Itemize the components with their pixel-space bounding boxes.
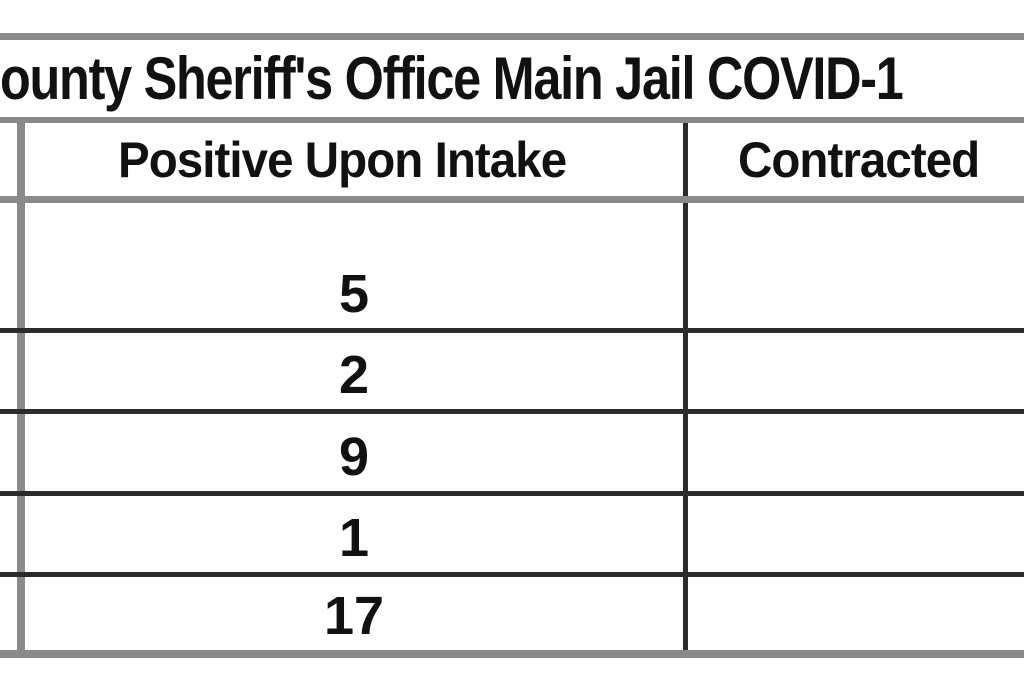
left-column-divider	[17, 496, 25, 572]
cell-positive-count: 9	[25, 414, 683, 491]
cutoff-left-cell	[0, 203, 17, 328]
table-row: 17	[0, 577, 1024, 650]
table-title: ounty Sheriff's Office Main Jail COVID-1	[0, 45, 904, 112]
column-header-contracted: Contracted	[738, 131, 980, 188]
left-column-divider	[17, 414, 25, 491]
header-cell-contracted: Contracted	[688, 123, 1024, 196]
positive-count-value: 9	[338, 427, 370, 487]
center-column-divider	[683, 577, 688, 650]
table-row: 1	[0, 496, 1024, 572]
title-separator-line	[0, 117, 1024, 123]
cell-positive-count: 5	[25, 203, 683, 328]
row-separator-line	[0, 409, 1024, 414]
cell-positive-count: 17	[25, 577, 683, 650]
left-column-divider	[17, 203, 25, 328]
row-separator-line	[0, 491, 1024, 496]
cell-contracted-count	[688, 577, 1024, 650]
column-header-positive-upon-intake: Positive Upon Intake	[118, 131, 567, 188]
header-separator-line	[0, 196, 1024, 203]
cell-contracted-count	[688, 203, 1024, 328]
cutoff-left-cell	[0, 414, 17, 491]
cell-contracted-count	[688, 414, 1024, 491]
bottom-margin	[0, 658, 1024, 698]
header-row: Positive Upon Intake Contracted	[0, 123, 1024, 196]
positive-count-value: 2	[338, 345, 370, 405]
table-title-row: ounty Sheriff's Office Main Jail COVID-1	[0, 40, 1024, 117]
row-separator-line	[0, 572, 1024, 577]
positive-count-value: 5	[338, 264, 370, 324]
positive-count-value: 1	[338, 508, 370, 568]
table-row: 2	[0, 333, 1024, 409]
table-row: 9	[0, 414, 1024, 491]
top-margin	[0, 0, 1024, 33]
cell-positive-count: 1	[25, 496, 683, 572]
left-column-divider	[17, 333, 25, 409]
left-column-divider	[17, 123, 25, 196]
cell-contracted-count	[688, 333, 1024, 409]
positive-count-value: 17	[323, 586, 385, 646]
center-column-divider	[683, 414, 688, 491]
cutoff-left-column-header-cell	[0, 123, 17, 196]
center-column-divider	[683, 496, 688, 572]
left-column-divider	[17, 577, 25, 650]
cutoff-left-cell	[0, 333, 17, 409]
center-column-divider	[683, 123, 688, 196]
cutoff-left-cell	[0, 577, 17, 650]
cell-positive-count: 2	[25, 333, 683, 409]
center-column-divider	[683, 203, 688, 328]
center-column-divider	[683, 333, 688, 409]
row-separator-line	[0, 328, 1024, 333]
table-bottom-border	[0, 650, 1024, 658]
table-row: 5	[0, 203, 1024, 328]
header-cell-positive-upon-intake: Positive Upon Intake	[25, 123, 683, 196]
cell-contracted-count	[688, 496, 1024, 572]
table-top-border	[0, 33, 1024, 40]
cutoff-left-cell	[0, 496, 17, 572]
